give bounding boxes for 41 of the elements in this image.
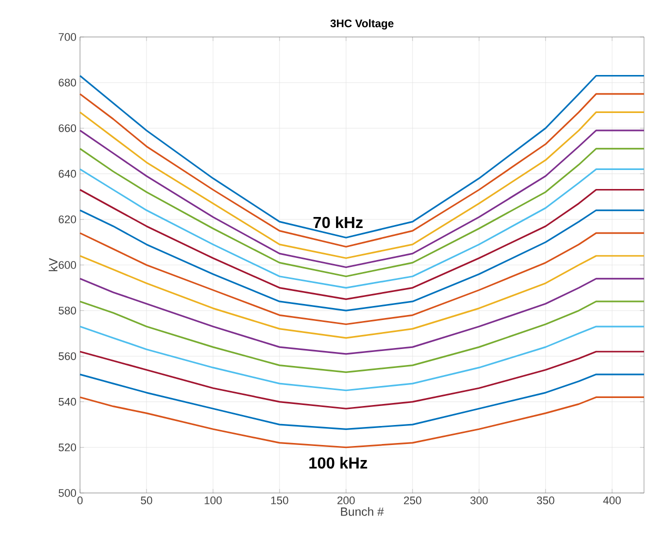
line-series <box>79 396 645 448</box>
line-series <box>79 278 645 355</box>
x-tick-label: 400 <box>603 496 621 504</box>
x-tick-label: 50 <box>140 496 152 504</box>
y-tick-label: 540 <box>58 398 76 406</box>
line-series <box>79 188 645 300</box>
x-tick-label: 150 <box>271 496 288 504</box>
line-series <box>79 168 645 289</box>
line-series <box>79 74 645 238</box>
y-tick-label: 560 <box>58 352 76 360</box>
annotation: 100 kHz <box>309 456 368 469</box>
line-series <box>79 93 645 248</box>
y-tick-label: 660 <box>58 124 76 132</box>
x-tick-label: 0 <box>77 496 83 504</box>
line-series <box>79 130 645 268</box>
line-series <box>79 209 645 312</box>
y-tick-label: 680 <box>58 78 76 86</box>
x-tick-label: 250 <box>404 496 422 504</box>
y-tick-label: 580 <box>58 306 76 314</box>
chart-title: 3HC Voltage <box>330 19 394 30</box>
line-series <box>79 232 645 326</box>
y-tick-label: 500 <box>58 489 76 497</box>
x-tick-label: 200 <box>337 496 355 504</box>
x-tick-label: 350 <box>536 496 554 504</box>
annotation: 70 kHz <box>313 216 363 228</box>
line-series <box>79 111 645 259</box>
line-series <box>79 374 645 430</box>
x-tick-label: 100 <box>204 496 222 504</box>
y-tick-label: 620 <box>58 216 76 224</box>
line-series <box>79 300 645 373</box>
y-tick-label: 640 <box>58 170 76 178</box>
line-series <box>79 326 645 392</box>
y-tick-label: 700 <box>58 33 76 41</box>
x-tick-label: 300 <box>470 496 488 504</box>
line-series <box>79 255 645 339</box>
line-series <box>79 350 645 410</box>
line-series <box>79 148 645 278</box>
y-tick-label: 520 <box>58 444 76 452</box>
y-tick-label: 600 <box>58 261 76 269</box>
x-axis-title: Bunch # <box>341 507 384 516</box>
y-axis-title: kV <box>48 258 58 272</box>
